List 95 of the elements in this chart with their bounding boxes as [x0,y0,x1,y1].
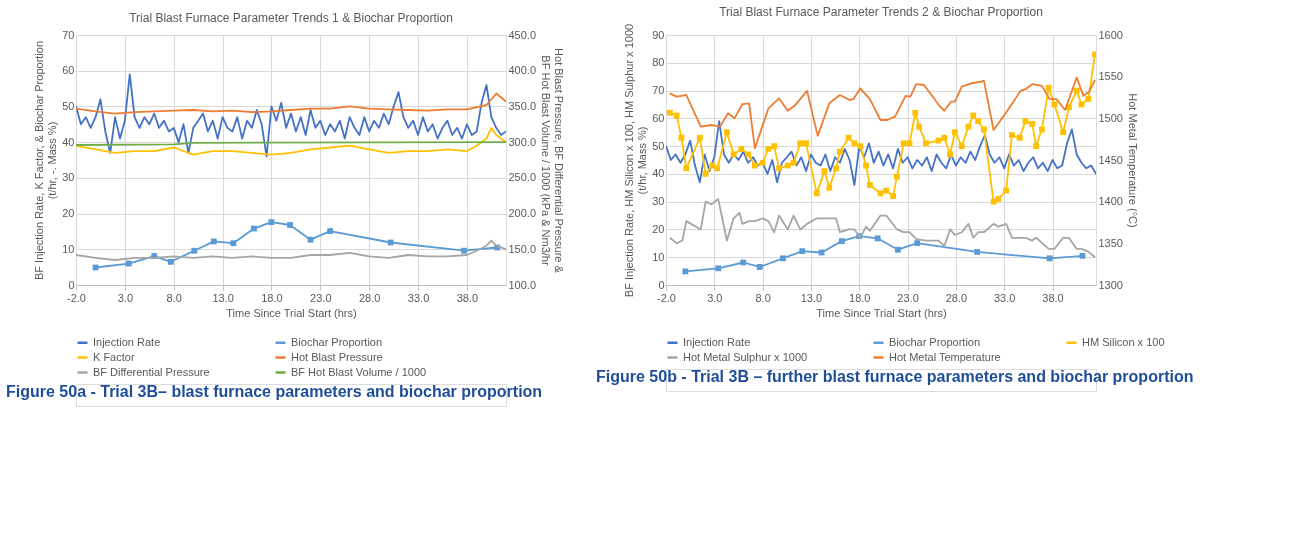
legend-label: HM Silicon x 100 [1082,335,1165,348]
line-series [76,92,506,115]
y-tick-label: 40 [652,167,665,180]
y-tick-label: 60 [652,111,665,124]
y-tick-label: 70 [652,84,665,97]
point [1046,255,1053,262]
legend-label: Hot Metal Sulphur x 1000 [683,350,808,363]
legend-label: K Factor [93,350,135,363]
x-tick-label: 8.0 [755,291,771,304]
point [799,248,806,255]
line-series [668,76,1096,150]
x-tick-label: 33.0 [993,291,1016,304]
y2-tick-label: 450.0 [508,28,537,41]
point [974,249,981,255]
legend-label: Biochar Proportion [291,335,383,348]
y2-axis-title: Hot Blast Pressure, BF Differential Pressure & BF Hot Blast Volume / 1000 (kPa & Nm3/hr [540,48,566,274]
y2-tick-label: 350.0 [508,99,537,112]
legend-label: Biochar Proportion [889,335,981,348]
y2-tick-label: 100.0 [508,278,537,291]
y2-tick-label: 150.0 [508,242,537,255]
y-tick-label: 20 [652,222,665,235]
y-axis-title: BF Injection Rate, K Factor, & Biochar Proportion (t/hr, -. Mass %) [33,40,59,281]
line-series [76,73,506,158]
line-series [666,120,1096,186]
x-tick-label: 18.0 [261,291,283,304]
x-tick-label: 23.0 [310,291,332,304]
point [780,255,786,262]
point [895,246,901,253]
chart-title: Trial Blast Furnace Parameter Trends 2 & Biochar Proportion [719,5,1043,20]
y2-tick-label: 400.0 [508,64,537,77]
y-tick-label: 40 [62,135,75,148]
x-tick-label: 28.0 [945,291,968,304]
legend-label: BF Hot Blast Volume / 1000 [291,365,427,378]
y2-tick-label: 1500 [1098,111,1123,124]
y-tick-label: 60 [62,64,75,77]
x-tick-label: 33.0 [407,291,430,304]
y-tick-label: 30 [62,171,75,184]
x-axis-title: Time Since Trial Start (hrs) [816,306,947,319]
y2-tick-label: 1600 [1098,28,1123,41]
line-series [76,126,506,156]
y2-tick-label: 1300 [1098,278,1123,291]
y2-tick-label: 1550 [1098,70,1123,83]
point [327,228,334,234]
y-tick-label: 70 [62,28,75,41]
y-tick-label: 30 [652,195,665,208]
x-tick-label: -2.0 [657,291,676,304]
x-tick-label: 23.0 [897,291,919,304]
y-tick-label: 10 [62,242,75,255]
caption: Figure 50b - Trial 3B – further blast furnace parameters and biochar proportion [596,368,1194,385]
y-tick-label: 0 [658,278,665,291]
point [287,222,293,228]
x-tick-label: 8.0 [166,291,182,304]
y2-tick-label: 1350 [1098,236,1123,249]
legend-label: Hot Blast Pressure [291,350,383,363]
y-tick-label: 50 [652,139,665,152]
y-tick-label: 90 [652,28,665,41]
point [682,268,689,275]
y2-tick-label: 1400 [1098,195,1123,208]
x-axis-title: Time Since Trial Start (hrs) [226,306,357,319]
y2-axis-title: Hot Metal Temperature (°C) [1126,93,1139,228]
y2-tick-label: 250.0 [508,171,537,184]
y2-tick-label: 300.0 [508,135,537,148]
point [715,265,722,272]
x-tick-label: -2.0 [67,291,86,304]
y2-tick-label: 1450 [1098,153,1123,166]
y-tick-label: 10 [652,250,665,263]
caption: Figure 50a - Trial 3B– blast furnace parameters and biochar proportion [6,383,543,400]
x-tick-label: 38.0 [1042,291,1064,304]
y-tick-label: 80 [652,56,665,69]
legend-label: Hot Metal Temperature [889,350,1001,363]
y-tick-label: 50 [62,99,75,112]
x-tick-label: 3.0 [707,291,723,304]
point [756,264,763,270]
legend-label: Injection Rate [93,335,161,348]
x-tick-label: 28.0 [358,291,381,304]
y-tick-label: 20 [62,207,75,220]
chart-title: Trial Blast Furnace Parameter Trends 1 & Biochar Proportion [129,11,453,25]
point [167,258,174,265]
point [874,235,881,242]
y-tick-label: 0 [68,278,75,291]
point [914,240,921,246]
point [838,238,845,245]
y2-tick-label: 200.0 [508,207,537,220]
x-tick-label: 18.0 [849,291,871,304]
x-tick-label: 3.0 [117,291,134,304]
x-tick-label: 13.0 [800,291,823,304]
point [230,240,237,247]
y-axis-title: BF Injection Rate, HM Silicon x 100, HM Sulphur x 1000 (t/hr, Mass %) [623,23,649,298]
point [461,247,467,254]
x-tick-label: 38.0 [456,291,479,304]
point [191,247,198,254]
line-series [668,197,1096,259]
legend-label: Injection Rate [683,335,751,348]
legend-label: BF Differential Pressure [93,365,210,378]
x-tick-label: 13.0 [212,291,234,304]
